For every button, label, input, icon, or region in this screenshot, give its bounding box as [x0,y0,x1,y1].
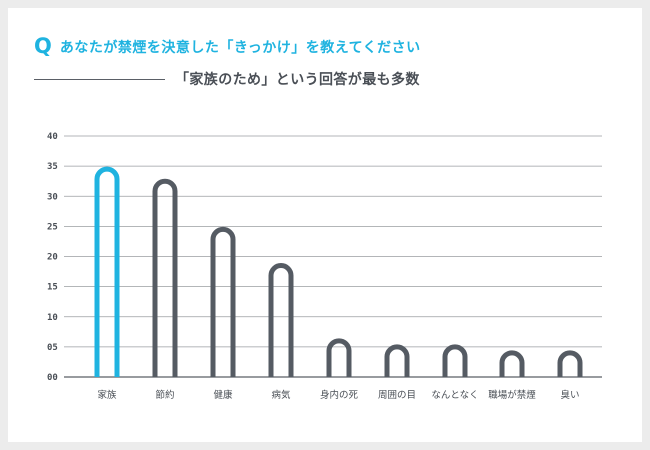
y-tick-label: 40 [47,132,58,142]
y-tick-label: 30 [47,192,58,202]
category-label: 職場が禁煙 [488,389,536,401]
y-tick-label: 05 [47,343,58,353]
y-tick-label: 00 [47,373,58,383]
bar [557,350,583,377]
category-label: 家族 [97,389,117,401]
bar [152,178,178,377]
category-label: なんとなく [431,390,478,401]
category-label: 病気 [271,389,291,401]
y-tick-label: 15 [47,283,58,293]
category-label: 節約 [155,389,174,401]
category-label: 周囲の目 [378,390,416,401]
y-tick-label: 20 [47,253,58,263]
question-title: あなたが禁煙を決意した「きっかけ」を教えてください [59,39,421,56]
bar [442,344,468,377]
question-row: Q あなたが禁煙を決意した「きっかけ」を教えてください [34,36,421,57]
bar [384,344,410,377]
bar [326,338,352,377]
y-tick-label: 35 [47,162,58,172]
q-icon: Q [34,34,52,58]
bar [210,226,236,377]
category-label: 健康 [213,389,233,401]
y-tick-label: 10 [47,313,58,323]
category-label: 身内の死 [320,389,359,401]
bar [268,263,294,377]
category-label: 臭い [560,389,579,401]
y-tick-label: 25 [47,222,58,232]
chart-card [8,8,642,442]
bar [499,350,525,377]
subtitle-rule [34,79,165,80]
bar [94,166,120,377]
chart-subtitle: 「家族のため」という回答が最も多数 [175,72,420,88]
